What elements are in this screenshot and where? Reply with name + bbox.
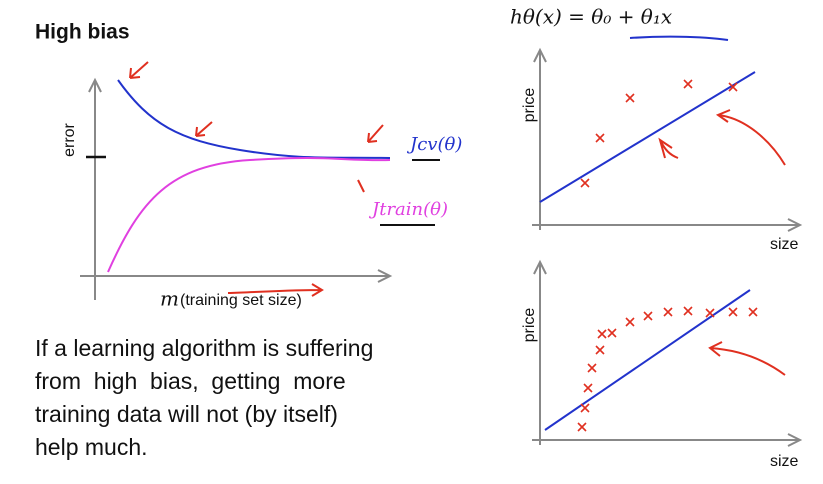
data-points (577, 306, 758, 432)
bottom-plot-axes-part (533, 259, 547, 445)
top-plot-axes (532, 47, 803, 232)
data-point (728, 82, 738, 92)
data-point (728, 307, 738, 317)
x-axis-label: size (770, 236, 799, 253)
data-point (597, 329, 607, 339)
data-point (580, 178, 590, 188)
y-axis-label: price (521, 88, 538, 123)
fit-line (544, 289, 751, 431)
formula-underline (629, 35, 729, 41)
body-line: training data will not (by itself) (35, 401, 338, 427)
bottom-plot-axes (532, 259, 803, 447)
annotation-arrows (129, 61, 786, 376)
cv-label: Jcv(θ) (406, 134, 462, 155)
data-point (663, 307, 673, 317)
body-line: If a learning algorithm is suffering (35, 335, 373, 361)
annotation-arrows-part (129, 61, 149, 79)
train-curve (107, 157, 391, 273)
top-plot-axes-part (533, 47, 547, 230)
annotation-arrows-part (380, 159, 440, 226)
data-point (580, 403, 590, 413)
data-point (595, 133, 605, 143)
x-axis-label: (training set size) (180, 292, 302, 309)
learning-curve-axes (80, 77, 393, 300)
data-point (607, 328, 617, 338)
y-axis-label: price (521, 308, 538, 343)
bottom-plot-axes-part (532, 433, 803, 447)
data-points (580, 79, 738, 188)
annotation-arrows-part (708, 341, 786, 376)
annotation-arrows-part (357, 179, 365, 193)
data-point (705, 308, 715, 318)
data-point (625, 93, 635, 103)
data-point (595, 345, 605, 355)
x-axis-var: m (160, 287, 179, 311)
learning-curve-axes-part (80, 269, 393, 283)
annotation-arrows-part (227, 283, 324, 297)
data-point (577, 422, 587, 432)
data-point (643, 311, 653, 321)
data-point (587, 363, 597, 373)
top-plot-axes-part (532, 218, 803, 232)
annotation-arrows-part (715, 109, 786, 166)
learning-curve-axes-part (88, 77, 102, 300)
body-line: help much. (35, 434, 148, 460)
data-point (748, 307, 758, 317)
annotation-arrows-part (195, 121, 213, 137)
annotation-arrows-part (658, 137, 679, 159)
data-point (683, 79, 693, 89)
fit-line (539, 71, 756, 203)
slide-title: High bias (35, 21, 130, 44)
x-axis-label: size (770, 453, 799, 470)
body-line: from high bias, getting more (35, 368, 346, 394)
train-label: Jtrain(θ) (368, 199, 448, 220)
y-axis-label: error (61, 122, 78, 156)
data-point (625, 317, 635, 327)
formula: hθ(x) = θ₀ + θ₁x (510, 5, 672, 29)
data-point (683, 306, 693, 316)
data-point (583, 383, 593, 393)
annotation-arrows-part (367, 124, 384, 143)
cv-curve (117, 79, 391, 159)
body-text: If a learning algorithm is suffering fro… (35, 335, 373, 460)
